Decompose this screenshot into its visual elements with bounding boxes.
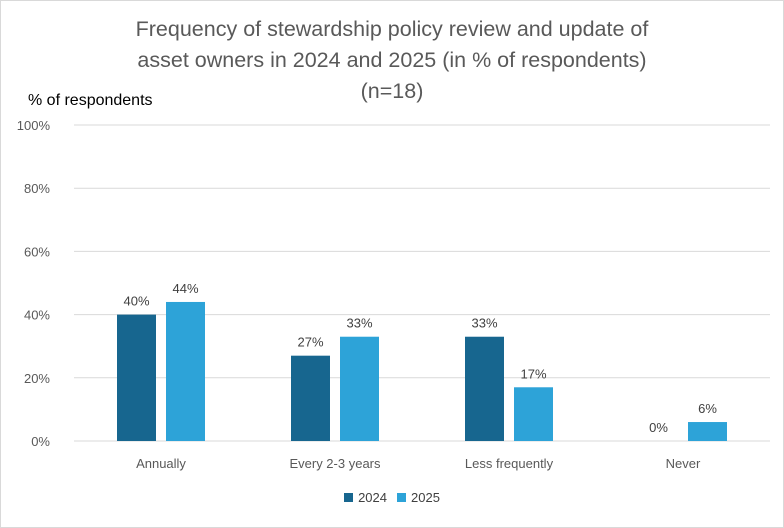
x-tick-label-1: Every 2-3 years [289, 456, 381, 471]
x-tick-label-3: Never [666, 456, 701, 471]
data-label-2024-1: 27% [297, 335, 323, 350]
chart-title-line-2: asset owners in 2024 and 2025 (in % of r… [137, 48, 647, 72]
y-tick-label-40: 40% [24, 308, 50, 323]
chart-title-line-3: (n=18) [360, 79, 424, 103]
data-label-2024-2: 33% [471, 316, 497, 331]
bar-2024-2 [465, 336, 504, 441]
legend: 2024 2025 [0, 490, 784, 505]
legend-label-2025: 2025 [411, 490, 440, 505]
bar-2025-0 [166, 301, 205, 441]
bar-2024-0 [117, 314, 156, 441]
legend-item-2025: 2025 [397, 490, 440, 505]
y-tick-label-0: 0% [31, 434, 50, 449]
bar-2025-3 [688, 422, 727, 441]
legend-swatch-2025 [397, 493, 406, 502]
legend-item-2024: 2024 [344, 490, 387, 505]
y-axis-label: % of respondents [28, 92, 153, 109]
bar-2025-2 [514, 387, 553, 441]
data-label-2024-0: 40% [123, 294, 149, 309]
data-label-2025-2: 17% [520, 366, 546, 381]
y-tick-label-80: 80% [24, 181, 50, 196]
y-tick-label-100: 100% [17, 118, 51, 133]
y-tick-label-60: 60% [24, 244, 50, 259]
data-label-2024-3: 0% [649, 420, 668, 435]
data-label-2025-1: 33% [346, 316, 372, 331]
y-tick-label-20: 20% [24, 371, 50, 386]
x-tick-label-2: Less frequently [465, 456, 554, 471]
x-tick-label-0: Annually [136, 456, 186, 471]
chart-title-line-1: Frequency of stewardship policy review a… [135, 17, 649, 41]
legend-swatch-2024 [344, 493, 354, 502]
chart-title: Frequency of stewardship policy review a… [60, 14, 724, 107]
bar-2024-1 [291, 355, 330, 441]
bar-2025-1 [340, 336, 379, 441]
data-label-2025-3: 6% [698, 401, 717, 416]
legend-label-2024: 2024 [358, 490, 387, 505]
data-label-2025-0: 44% [172, 281, 198, 296]
